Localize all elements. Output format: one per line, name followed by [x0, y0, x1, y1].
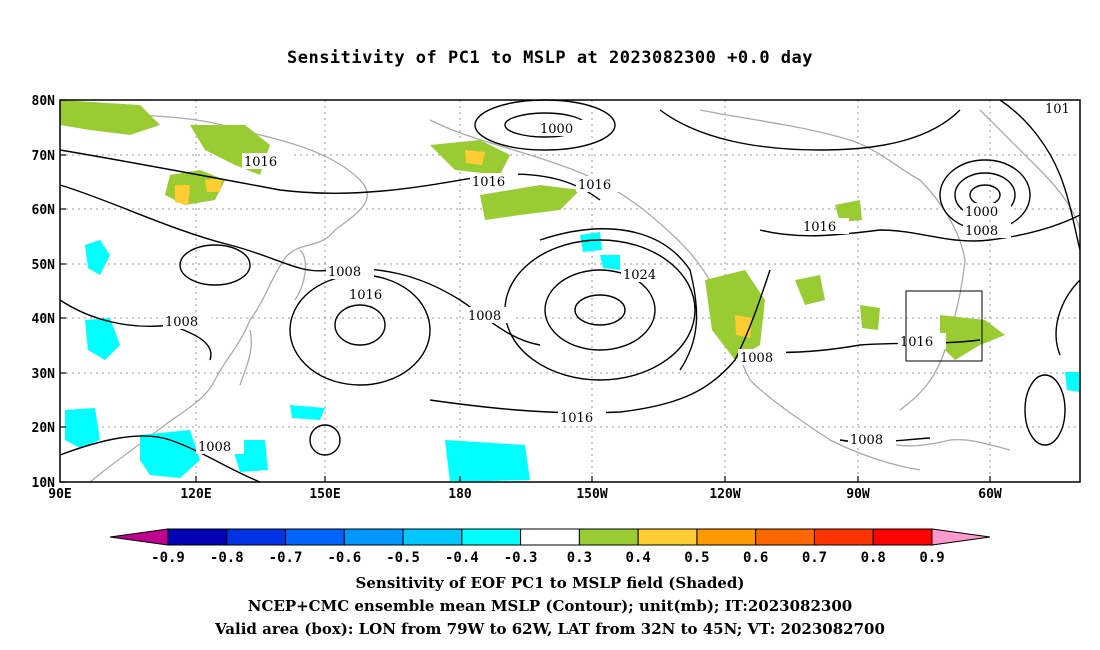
positive-patch: [175, 185, 190, 205]
colorbar-swatch: [637, 528, 698, 546]
map-frame: [59, 99, 1081, 483]
lon-label: 150E: [309, 487, 340, 502]
colorbar-tick-label: -0.4: [445, 550, 479, 566]
negative-patch: [290, 405, 325, 420]
lat-label: 70N: [32, 149, 56, 164]
contour-label: 1008: [850, 433, 883, 448]
positive-patch: [465, 150, 485, 165]
negative-patch: [140, 430, 200, 478]
colorbar-swatch: [402, 528, 463, 546]
colorbar-labels: -0.9 -0.8 -0.7 -0.6 -0.5 -0.4 -0.3 0.3 0.4 0.5 0.6…: [151, 550, 945, 566]
colorbar-tick-label: 0.8: [861, 550, 886, 566]
negative-patch: [85, 318, 120, 360]
positive-patch: [795, 275, 825, 305]
colorbar-tick-label: -0.3: [504, 550, 538, 566]
positive-patch: [60, 100, 160, 135]
colorbar-swatch: [226, 528, 287, 546]
negative-patch: [65, 408, 100, 448]
contour-label: 1016: [244, 155, 277, 170]
contour-label: 1008: [198, 440, 231, 455]
colorbar-left-arrow: [109, 528, 169, 546]
lat-label: 50N: [32, 258, 56, 273]
contour-label: 1016: [803, 220, 836, 235]
contour-label: 1016: [560, 411, 593, 426]
colorbar-tick-label: -0.6: [327, 550, 361, 566]
contour-label: 1008: [965, 224, 998, 239]
chart-title: Sensitivity of PC1 to MSLP at 2023082300…: [286, 48, 813, 68]
contour-label: 1024: [623, 268, 656, 283]
lon-label: 120E: [180, 487, 211, 502]
lon-label: 120W: [709, 487, 740, 502]
colorbar-tick-label: -0.7: [269, 550, 303, 566]
lat-label: 10N: [32, 476, 56, 491]
positive-patch: [205, 178, 222, 192]
colorbar-swatch: [813, 528, 874, 546]
contour-label: 1000: [965, 205, 998, 220]
negative-patch: [85, 240, 110, 275]
negative-patch: [445, 440, 530, 482]
caption-line-2: NCEP+CMC ensemble mean MSLP (Contour); u…: [247, 597, 853, 615]
contour-label: 101: [1045, 102, 1070, 117]
valid-area-box: [905, 290, 983, 362]
lat-labels: 80N 70N 60N 50N 40N 30N 20N 10N: [32, 94, 56, 491]
lon-label: 90W: [846, 487, 870, 502]
negative-patch: [1065, 372, 1080, 392]
tick-marks: [60, 99, 991, 483]
colorbar-swatch: [578, 528, 639, 546]
colorbar-swatch: [461, 528, 522, 546]
lat-label: 20N: [32, 421, 56, 436]
contour-label: 1008: [740, 351, 773, 366]
colorbar-tick-label: 0.4: [626, 550, 651, 566]
contour-label: 1016: [900, 335, 933, 350]
colorbar: [109, 528, 991, 546]
positive-patch: [480, 185, 580, 220]
lon-label: 90E: [48, 487, 71, 502]
positive-patch: [860, 305, 880, 330]
colorbar-tick-label: 0.3: [567, 550, 592, 566]
colorbar-swatch: [167, 528, 228, 546]
lon-label: 150W: [576, 487, 607, 502]
lat-label: 60N: [32, 203, 56, 218]
colorbar-swatch: [872, 528, 933, 546]
contour-label: 1000: [540, 122, 573, 137]
lon-labels: 90E 120E 150E 180 150W 120W 90W 60W: [48, 487, 1002, 502]
colorbar-tick-label: 0.7: [802, 550, 827, 566]
caption-line-3: Valid area (box): LON from 79W to 62W, L…: [215, 620, 885, 638]
lon-label: 180: [448, 487, 472, 502]
lat-label: 30N: [32, 367, 56, 382]
colorbar-swatch: [696, 528, 757, 546]
contour-labels: 1000 1016 1016 1016 101 1000 1008 1016 1…: [163, 100, 1079, 455]
colorbar-tick-label: -0.8: [210, 550, 244, 566]
contour-label: 1016: [578, 178, 611, 193]
contour-label: 1016: [349, 288, 382, 303]
colorbar-tick-label: 0.5: [684, 550, 709, 566]
colorbar-swatch: [755, 528, 815, 546]
negative-patch: [580, 232, 602, 252]
colorbar-swatch: [520, 528, 580, 546]
contour-label: 1008: [328, 265, 361, 280]
colorbar-swatch: [285, 528, 345, 546]
colorbar-right-arrow: [931, 528, 991, 546]
shaded-patches: [60, 100, 1080, 482]
positive-patch: [835, 200, 862, 222]
contour-label: 1008: [165, 315, 198, 330]
caption-line-1: Sensitivity of EOF PC1 to MSLP field (Sh…: [355, 574, 745, 592]
contour-label: 1008: [468, 309, 501, 324]
negative-patch: [600, 255, 620, 270]
positive-patch: [940, 315, 1005, 360]
grid-lines: [60, 100, 1080, 482]
coastlines: [59, 104, 1081, 483]
colorbar-tick-label: 0.6: [743, 550, 768, 566]
lat-label: 80N: [32, 94, 56, 109]
colorbar-tick-label: 0.9: [919, 550, 944, 566]
colorbar-tick-label: -0.5: [386, 550, 420, 566]
lon-label: 60W: [978, 487, 1002, 502]
contour-label: 1016: [472, 175, 505, 190]
lat-label: 40N: [32, 312, 56, 327]
colorbar-swatch: [343, 528, 404, 546]
colorbar-tick-label: -0.9: [151, 550, 185, 566]
